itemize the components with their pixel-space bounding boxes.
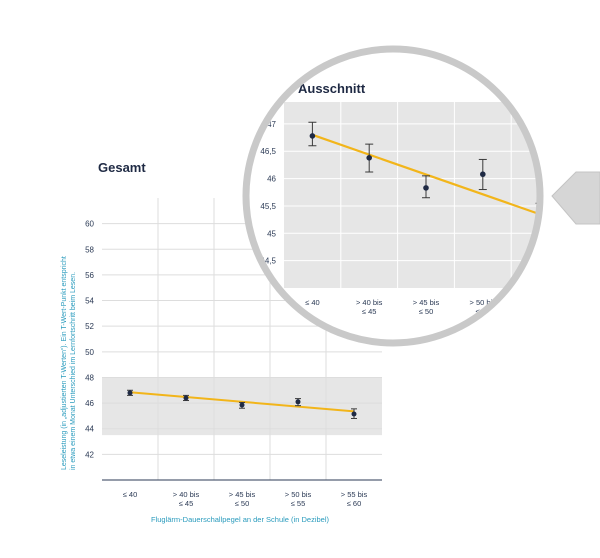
m-x-tick-label: ≤ 40 xyxy=(123,490,138,499)
m-y-tick-label: 52 xyxy=(85,322,94,331)
m-x-tick-label: ≤ 60 xyxy=(347,499,362,508)
z-y-tick-label: 47 xyxy=(267,120,276,129)
m-y-tick-label: 48 xyxy=(85,373,94,382)
m-data-point xyxy=(351,411,357,417)
z-x-tick-label: > 45 bis xyxy=(413,298,440,307)
m-y-tick-label: 42 xyxy=(85,450,94,459)
z-y-tick-label: 45 xyxy=(267,229,276,238)
m-trend-line xyxy=(129,391,355,413)
m-data-point xyxy=(127,390,133,396)
z-y-tick-label: 46,5 xyxy=(260,147,276,156)
m-data-point xyxy=(295,399,301,405)
z-data-point xyxy=(423,185,429,191)
z-x-tick-label: ≤ 45 xyxy=(362,307,377,316)
z-x-tick-label: > 50 bis xyxy=(470,298,497,307)
zoom-chart: 44,5 45 45,5 46 46,5 47 ≤ 40 > 40 bis≤ 45 > 45 … xyxy=(260,81,553,316)
m-y-tick-label: 54 xyxy=(85,297,94,306)
m-x-tick-label: > 55 bis xyxy=(341,490,368,499)
m-data-point xyxy=(239,402,245,408)
m-y-tick-label: 50 xyxy=(85,348,94,357)
m-x-tick-label: > 45 bis xyxy=(229,490,256,499)
m-x-tick-label: > 40 bis xyxy=(173,490,200,499)
m-y-tick-label: 60 xyxy=(85,220,94,229)
z-data-point xyxy=(309,133,316,139)
m-x-tick-label: ≤ 55 xyxy=(291,499,306,508)
z-x-tick-label: > 55 bis xyxy=(526,298,553,307)
magnifier-handle xyxy=(551,171,600,225)
z-plot-band xyxy=(284,102,537,288)
overall-chart-title: Gesamt xyxy=(98,160,146,175)
m-y-tick-label: 56 xyxy=(85,271,94,280)
z-x-tick-label: ≤ 40 xyxy=(305,298,320,307)
z-y-tick-label: 46 xyxy=(267,175,276,184)
overall-x-axis-label: Fluglärm-Dauerschallpegel an der Schule … xyxy=(151,515,330,524)
z-x-tick-label: ≤ 50 xyxy=(419,307,434,316)
overall-chart: Gesamt 42 44 46 48 50 52 54 56 58 60 ≤ 40 > 40 bis… xyxy=(61,160,382,524)
m-y-tick-label: 46 xyxy=(85,399,94,408)
m-y-tick-label: 58 xyxy=(85,245,94,254)
z-trend-line xyxy=(312,133,537,216)
m-x-tick-label: ≤ 45 xyxy=(179,499,194,508)
z-data-point xyxy=(480,171,486,178)
overall-y-axis-label-line1: Leseleistung (in „adjustierten T-Werten“… xyxy=(61,256,68,470)
m-data-point xyxy=(183,395,189,401)
m-x-tick-label: > 50 bis xyxy=(285,490,312,499)
z-data-point xyxy=(366,155,373,161)
overall-y-axis-label-line2: in etwa einem Monat Unterschied im Lernf… xyxy=(70,272,77,470)
magnifier-lens-ring xyxy=(242,45,544,347)
m-x-tick-label: ≤ 50 xyxy=(235,499,250,508)
z-x-tick-label: > 40 bis xyxy=(356,298,383,307)
m-y-tick-label: 44 xyxy=(85,425,94,434)
z-y-tick-label: 44,5 xyxy=(260,257,276,266)
z-y-tick-label: 45,5 xyxy=(260,202,276,211)
zoom-chart-title: Ausschnitt xyxy=(298,81,366,96)
z-x-tick-label: ≤ 60 xyxy=(532,307,547,316)
